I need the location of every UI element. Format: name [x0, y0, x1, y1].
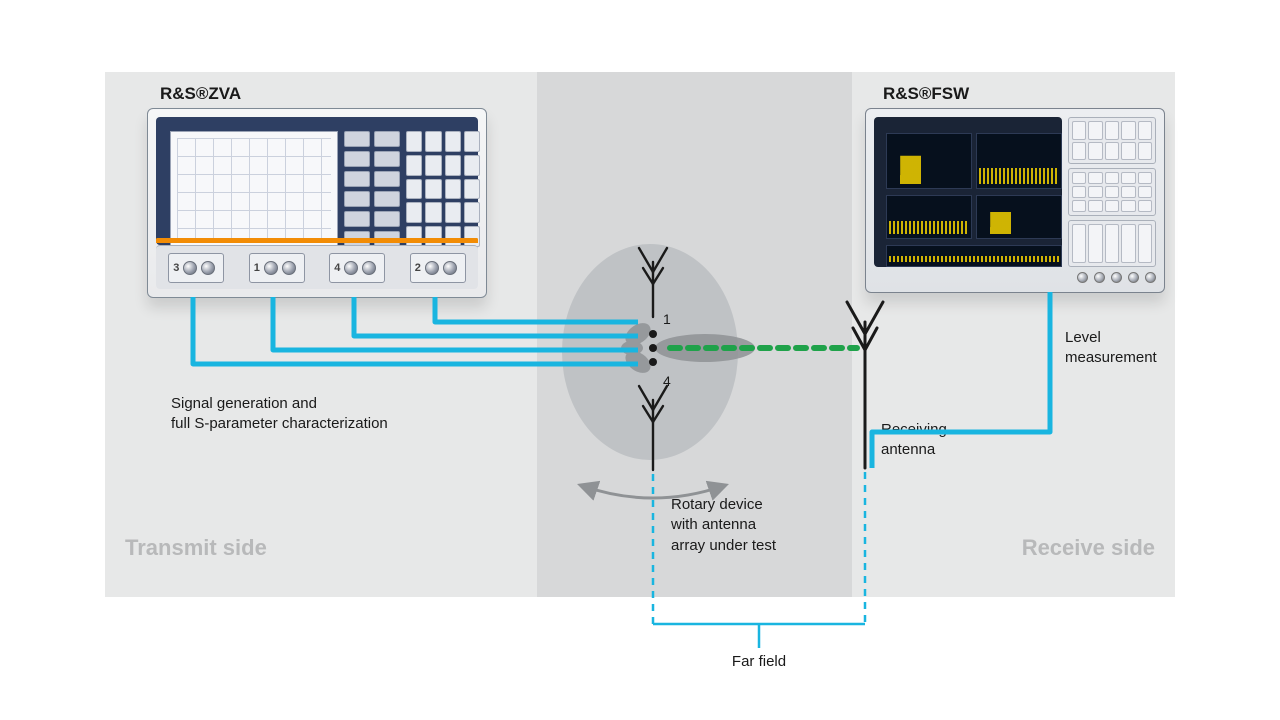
caption-tx: Signal generation and full S-parameter c… [171, 394, 388, 435]
fsw-keypanel [1068, 117, 1156, 267]
instrument-zva: 3 1 4 2 [147, 108, 487, 298]
zva-port-2: 2 [410, 253, 466, 283]
instrument-fsw [865, 108, 1165, 293]
fsw-bezel [874, 117, 1062, 267]
diagram-stage: Transmit side Receive side R&S®ZVA R&S®F… [105, 72, 1175, 597]
zva-softkeys-left [344, 131, 370, 247]
zva-port-3: 3 [168, 253, 224, 283]
caption-rotary: Rotary device with antenna array under t… [671, 495, 776, 556]
zva-bezel [156, 117, 478, 245]
zva-screen [170, 131, 338, 247]
caption-rx-antenna: Receiving antenna [881, 420, 947, 461]
title-zva: R&S®ZVA [160, 84, 241, 104]
fsw-connectors [874, 268, 1156, 286]
zva-ports: 3 1 4 2 [156, 245, 478, 289]
section-label-receive: Receive side [1022, 535, 1155, 561]
far-field-label: Far field [732, 653, 786, 670]
zva-softkeys-right [374, 131, 400, 247]
fsw-screen-b [976, 133, 1062, 189]
zva-keypad [406, 131, 480, 247]
fsw-screen-c [886, 195, 972, 239]
fsw-screen-e [886, 245, 1062, 267]
zva-port-4: 4 [329, 253, 385, 283]
fsw-screen-a [886, 133, 972, 189]
fsw-screen-d [976, 195, 1062, 239]
title-fsw: R&S®FSW [883, 84, 969, 104]
caption-level: Level measurement [1065, 328, 1157, 369]
section-label-transmit: Transmit side [125, 535, 267, 561]
zva-port-1: 1 [249, 253, 305, 283]
